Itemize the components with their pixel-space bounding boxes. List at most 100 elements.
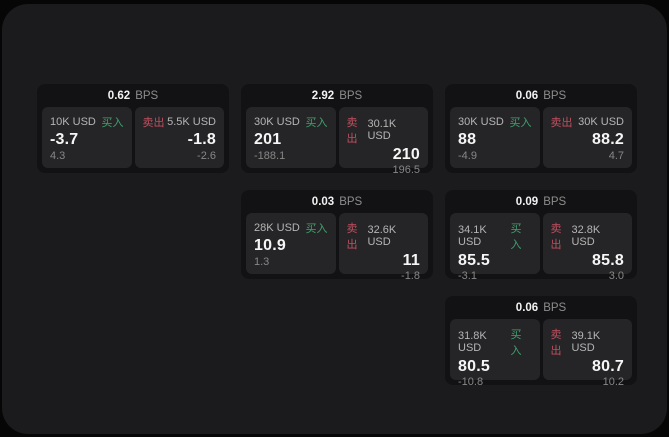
sell-panel-header: 卖出 39.1K USD: [551, 326, 625, 358]
quote-panels: 28K USD 买入 10.9 1.3 卖出 32.6K USD 11 -1.8: [246, 213, 428, 282]
sell-quote-panel[interactable]: 卖出 32.6K USD 11 -1.8: [338, 213, 428, 282]
buy-side-label: 买入: [509, 117, 532, 129]
sell-quote-panel[interactable]: 卖出 30.1K USD 210 196.5: [338, 107, 428, 176]
sell-side-label: 卖出: [346, 117, 358, 145]
buy-quote-panel[interactable]: 31.8K USD 买入 80.5 -10.8: [450, 319, 540, 388]
buy-quote-panel[interactable]: 34.1K USD 买入 85.5 -3.1: [450, 213, 540, 282]
buy-side-label: 买入: [305, 223, 328, 235]
buy-delta-value: -4.9: [458, 150, 477, 162]
buy-price-value: 80.5: [458, 358, 490, 375]
buy-price-value: 85.5: [458, 252, 490, 269]
buy-size-label: 30K USD: [458, 116, 504, 128]
card-header: 0.06 BPS: [450, 296, 632, 319]
sell-delta-value: -2.6: [197, 150, 216, 162]
quote-panels: 10K USD 买入 -3.7 4.3 卖出 5.5K USD -1.8 -2.…: [42, 107, 224, 168]
sell-price-value: 80.7: [592, 358, 624, 375]
sell-delta-value: 3.0: [608, 270, 624, 282]
sell-panel-header: 卖出 30.1K USD: [347, 114, 421, 146]
bps-unit-label: BPS: [339, 89, 363, 102]
sell-side-label: 卖出: [142, 117, 165, 129]
bps-value: 0.03: [311, 195, 335, 208]
bps-unit-label: BPS: [543, 89, 567, 102]
sell-size-label: 30.1K USD: [367, 118, 397, 142]
sell-quote-panel[interactable]: 卖出 39.1K USD 80.7 10.2: [542, 319, 632, 388]
quote-card: 0.06 BPS 31.8K USD 买入 80.5 -10.8 卖出 39.1…: [445, 296, 637, 388]
card-header: 0.62 BPS: [42, 84, 224, 107]
buy-quote-panel[interactable]: 10K USD 买入 -3.7 4.3: [42, 107, 132, 168]
sell-panel-header: 卖出 5.5K USD: [143, 114, 217, 130]
sell-size-label: 32.6K USD: [367, 224, 397, 248]
sell-delta-value: 10.2: [602, 376, 624, 388]
bps-unit-label: BPS: [339, 195, 363, 208]
bps-value: 2.92: [311, 89, 335, 102]
buy-panel-header: 31.8K USD 买入: [458, 326, 532, 358]
buy-delta-value: -188.1: [254, 150, 286, 162]
buy-panel-header: 28K USD 买入: [254, 220, 328, 236]
sell-size-label: 5.5K USD: [167, 116, 216, 128]
buy-delta-value: 4.3: [50, 150, 66, 162]
card-header: 0.09 BPS: [450, 190, 632, 213]
buy-delta-value: 1.3: [254, 256, 270, 268]
buy-price-value: 201: [254, 131, 282, 148]
buy-panel-header: 30K USD 买入: [458, 114, 532, 130]
sell-quote-panel[interactable]: 卖出 30K USD 88.2 4.7: [542, 107, 632, 168]
buy-panel-header: 34.1K USD 买入: [458, 220, 532, 252]
bps-value: 0.06: [515, 301, 539, 314]
sell-panel-header: 卖出 30K USD: [551, 114, 625, 130]
sell-price-value: 210: [392, 146, 420, 163]
quote-panels: 31.8K USD 买入 80.5 -10.8 卖出 39.1K USD 80.…: [450, 319, 632, 388]
buy-size-label: 10K USD: [50, 116, 96, 128]
buy-price-value: 10.9: [254, 237, 286, 254]
card-header: 0.06 BPS: [450, 84, 632, 107]
sell-side-label: 卖出: [346, 223, 358, 251]
buy-quote-panel[interactable]: 28K USD 买入 10.9 1.3: [246, 213, 336, 274]
sell-size-label: 32.8K USD: [571, 224, 601, 248]
sell-quote-panel[interactable]: 卖出 5.5K USD -1.8 -2.6: [134, 107, 224, 168]
sell-size-label: 39.1K USD: [571, 330, 601, 354]
quote-panels: 34.1K USD 买入 85.5 -3.1 卖出 32.8K USD 85.8…: [450, 213, 632, 282]
sell-panel-header: 卖出 32.8K USD: [551, 220, 625, 252]
sell-delta-value: 4.7: [608, 150, 624, 162]
bps-value: 0.09: [515, 195, 539, 208]
bps-value: 0.62: [107, 89, 131, 102]
card-header: 2.92 BPS: [246, 84, 428, 107]
buy-delta-value: -3.1: [458, 270, 477, 282]
quote-card: 2.92 BPS 30K USD 买入 201 -188.1 卖出 30.1K …: [241, 84, 433, 176]
buy-panel-header: 30K USD 买入: [254, 114, 328, 130]
quote-card: 0.06 BPS 30K USD 买入 88 -4.9 卖出 30K USD 8…: [445, 84, 637, 173]
buy-quote-panel[interactable]: 30K USD 买入 88 -4.9: [450, 107, 540, 168]
sell-delta-value: 196.5: [392, 164, 420, 176]
buy-size-label: 28K USD: [254, 222, 300, 234]
bps-unit-label: BPS: [543, 301, 567, 314]
sell-side-label: 卖出: [550, 117, 573, 129]
buy-price-value: -3.7: [50, 131, 79, 148]
quote-card: 0.62 BPS 10K USD 买入 -3.7 4.3 卖出 5.5K USD…: [37, 84, 229, 173]
quote-card: 0.09 BPS 34.1K USD 买入 85.5 -3.1 卖出 32.8K…: [445, 190, 637, 282]
card-header: 0.03 BPS: [246, 190, 428, 213]
buy-delta-value: -10.8: [458, 376, 484, 388]
buy-side-label: 买入: [510, 223, 522, 251]
sell-panel-header: 卖出 32.6K USD: [347, 220, 421, 252]
sell-side-label: 卖出: [550, 329, 562, 357]
sell-side-label: 卖出: [550, 223, 562, 251]
sell-size-label: 30K USD: [578, 116, 624, 128]
bps-unit-label: BPS: [543, 195, 567, 208]
bps-unit-label: BPS: [135, 89, 159, 102]
sell-price-value: 88.2: [592, 131, 624, 148]
sell-price-value: 11: [402, 252, 420, 269]
quote-panels: 30K USD 买入 201 -188.1 卖出 30.1K USD 210 1…: [246, 107, 428, 176]
buy-quote-panel[interactable]: 30K USD 买入 201 -188.1: [246, 107, 336, 168]
buy-panel-header: 10K USD 买入: [50, 114, 124, 130]
quote-card: 0.03 BPS 28K USD 买入 10.9 1.3 卖出 32.6K US…: [241, 190, 433, 282]
buy-side-label: 买入: [305, 117, 328, 129]
buy-size-label: 31.8K USD: [458, 330, 487, 354]
sell-price-value: -1.8: [187, 131, 216, 148]
sell-quote-panel[interactable]: 卖出 32.8K USD 85.8 3.0: [542, 213, 632, 282]
quote-board: 0.62 BPS 10K USD 买入 -3.7 4.3 卖出 5.5K USD…: [2, 4, 667, 434]
sell-delta-value: -1.8: [401, 270, 420, 282]
buy-size-label: 30K USD: [254, 116, 300, 128]
buy-size-label: 34.1K USD: [458, 224, 487, 248]
buy-side-label: 买入: [510, 329, 522, 357]
buy-side-label: 买入: [101, 117, 124, 129]
quote-panels: 30K USD 买入 88 -4.9 卖出 30K USD 88.2 4.7: [450, 107, 632, 168]
